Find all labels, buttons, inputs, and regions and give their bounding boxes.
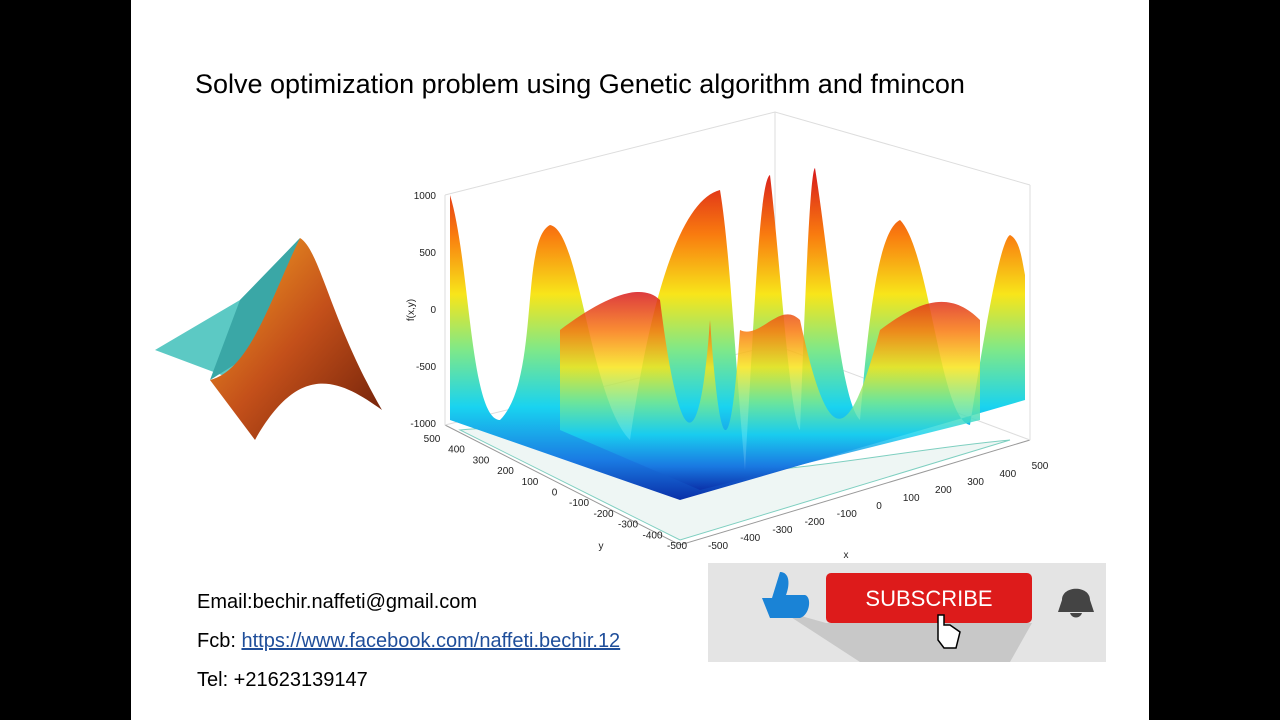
y-tick-label: -100 (569, 498, 589, 509)
z-tick-label: 1000 (414, 191, 437, 202)
x-tick-label: -100 (837, 509, 857, 520)
x-tick-label: 100 (903, 493, 920, 504)
z-tick-label: 500 (419, 248, 436, 259)
slide-title: Solve optimization problem using Genetic… (195, 69, 965, 99)
x-tick-label: 200 (935, 485, 952, 496)
facebook-label: Fcb: (197, 630, 241, 652)
y-tick-label: -300 (618, 520, 638, 531)
y-tick-label: 200 (497, 466, 514, 477)
y-axis-label: y (599, 541, 604, 552)
z-axis-label: f(x,y) (406, 299, 417, 321)
x-tick-label: -200 (805, 517, 825, 528)
x-tick-label: 0 (876, 501, 882, 512)
y-tick-label: -400 (642, 530, 662, 541)
x-tick-label: -500 (708, 541, 728, 552)
y-tick-label: 400 (448, 445, 465, 456)
x-tick-label: -300 (772, 525, 792, 536)
x-tick-label: -400 (740, 533, 760, 544)
z-tick-label: 0 (430, 305, 436, 316)
email: Email:bechir.naffeti@gmail.com (197, 591, 477, 613)
x-axis-label: x (844, 550, 849, 561)
axis-ticks: 10005000-500-10005004003002001000-100-20… (410, 191, 1048, 552)
y-tick-label: 0 (552, 488, 558, 499)
y-tick-label: -200 (593, 509, 613, 520)
surface-plot (444, 111, 1031, 546)
telephone: Tel: +21623139147 (197, 669, 368, 691)
x-tick-label: 400 (999, 469, 1016, 480)
facebook-line: Fcb: https://www.facebook.com/naffeti.be… (197, 630, 620, 652)
subscribe-text: SUBSCRIBE (865, 586, 992, 611)
facebook-link[interactable]: https://www.facebook.com/naffeti.bechir.… (241, 630, 620, 652)
y-tick-label: 300 (473, 455, 490, 466)
x-tick-label: 300 (967, 477, 984, 488)
subscribe-banner: SUBSCRIBE (708, 563, 1106, 662)
subscribe-button[interactable] (826, 573, 1032, 623)
y-tick-label: -500 (667, 541, 687, 552)
y-tick-label: 500 (424, 434, 441, 445)
matlab-logo (155, 238, 382, 440)
z-tick-label: -500 (416, 362, 436, 373)
z-tick-label: -1000 (410, 419, 436, 430)
x-tick-label: 500 (1032, 461, 1049, 472)
y-tick-label: 100 (522, 477, 539, 488)
